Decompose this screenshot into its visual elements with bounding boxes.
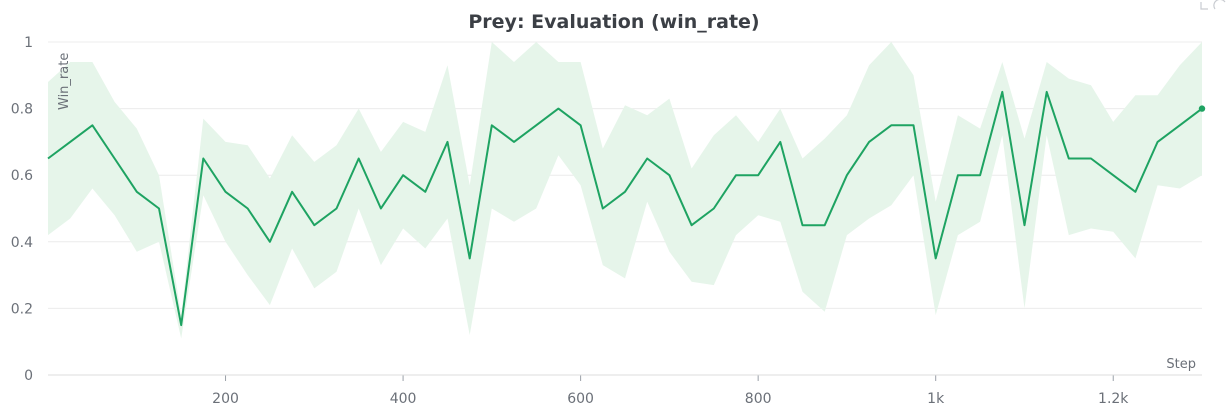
x-tick-label: 1.2k <box>1098 391 1129 407</box>
y-tick-label: 0.4 <box>11 235 33 251</box>
y-axis-ticks: 0 0.2 0.4 0.6 0.8 1 <box>11 35 33 384</box>
data-point[interactable] <box>513 140 516 143</box>
data-point[interactable] <box>734 174 737 177</box>
data-point[interactable] <box>601 207 604 210</box>
y-tick-label: 0.2 <box>11 301 33 317</box>
y-axis-title: Win_rate <box>57 53 72 110</box>
expand-icon[interactable] <box>1199 0 1227 12</box>
x-tick-label: 1k <box>927 391 945 407</box>
data-point[interactable] <box>224 190 227 193</box>
x-tick-label: 800 <box>745 391 772 407</box>
data-point[interactable] <box>1178 124 1181 127</box>
data-point[interactable] <box>956 174 959 177</box>
data-point[interactable] <box>624 190 627 193</box>
data-point[interactable] <box>202 157 205 160</box>
data-point[interactable] <box>1023 224 1026 227</box>
data-point[interactable] <box>268 240 271 243</box>
data-point[interactable] <box>690 224 693 227</box>
data-point[interactable] <box>868 140 871 143</box>
data-point[interactable] <box>424 190 427 193</box>
data-point[interactable] <box>468 257 471 260</box>
data-point[interactable] <box>1001 90 1004 93</box>
data-point[interactable] <box>1198 105 1206 112</box>
data-point[interactable] <box>557 107 560 110</box>
data-point[interactable] <box>535 124 538 127</box>
data-point[interactable] <box>934 257 937 260</box>
chart-title: Prey: Evaluation (win_rate) <box>468 11 759 33</box>
data-point[interactable] <box>490 124 493 127</box>
data-point[interactable] <box>801 224 804 227</box>
data-point[interactable] <box>357 157 360 160</box>
data-point[interactable] <box>69 140 72 143</box>
data-point[interactable] <box>668 174 671 177</box>
data-point[interactable] <box>823 224 826 227</box>
data-point[interactable] <box>1067 157 1070 160</box>
data-point[interactable] <box>779 140 782 143</box>
data-point[interactable] <box>291 190 294 193</box>
data-point[interactable] <box>712 207 715 210</box>
data-point[interactable] <box>1156 140 1159 143</box>
x-axis-title: Step <box>1166 357 1196 372</box>
y-tick-label: 0.6 <box>11 168 33 184</box>
data-point[interactable] <box>1045 90 1048 93</box>
data-point[interactable] <box>91 124 94 127</box>
y-tick-label: 0 <box>24 368 33 384</box>
data-point[interactable] <box>1134 190 1137 193</box>
y-tick-label: 0.8 <box>11 102 33 118</box>
data-point[interactable] <box>1090 157 1093 160</box>
x-tick-label: 400 <box>390 391 417 407</box>
data-point[interactable] <box>379 207 382 210</box>
data-point[interactable] <box>979 174 982 177</box>
win-rate-line[interactable] <box>47 90 1203 327</box>
data-point[interactable] <box>180 324 183 327</box>
data-point[interactable] <box>646 157 649 160</box>
data-point[interactable] <box>246 207 249 210</box>
data-point[interactable] <box>157 207 160 210</box>
data-point[interactable] <box>47 157 50 160</box>
data-point[interactable] <box>1112 174 1115 177</box>
data-point[interactable] <box>912 124 915 127</box>
data-point[interactable] <box>335 207 338 210</box>
data-point[interactable] <box>113 157 116 160</box>
data-point[interactable] <box>313 224 316 227</box>
data-point[interactable] <box>402 174 405 177</box>
y-tick-label: 1 <box>24 35 33 51</box>
series-line[interactable] <box>47 90 1206 327</box>
data-point[interactable] <box>446 140 449 143</box>
data-point[interactable] <box>757 174 760 177</box>
data-point[interactable] <box>890 124 893 127</box>
x-axis-ticks: 200 400 600 800 1k 1.2k <box>48 374 1202 407</box>
data-point[interactable] <box>135 190 138 193</box>
data-point[interactable] <box>845 174 848 177</box>
x-tick-label: 200 <box>212 391 239 407</box>
x-tick-label: 600 <box>567 391 594 407</box>
data-point[interactable] <box>579 124 582 127</box>
